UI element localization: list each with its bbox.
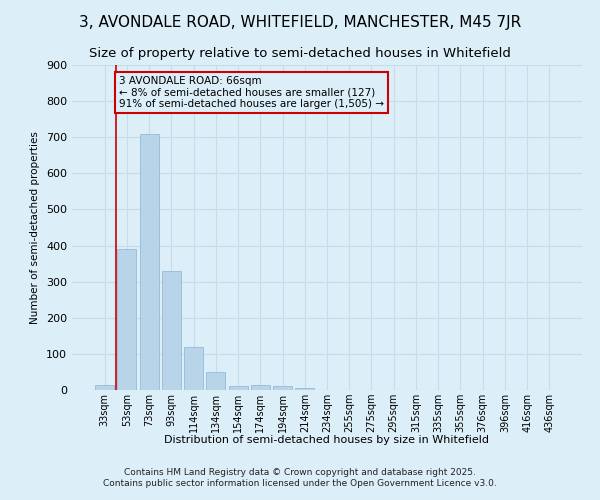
Bar [206,372,225,390]
Bar [273,386,292,390]
Text: Size of property relative to semi-detached houses in Whitefield: Size of property relative to semi-detach… [89,48,511,60]
Text: 3 AVONDALE ROAD: 66sqm
← 8% of semi-detached houses are smaller (127)
91% of sem: 3 AVONDALE ROAD: 66sqm ← 8% of semi-deta… [119,76,384,109]
Bar [251,384,270,390]
Text: 3, AVONDALE ROAD, WHITEFIELD, MANCHESTER, M45 7JR: 3, AVONDALE ROAD, WHITEFIELD, MANCHESTER… [79,15,521,30]
Bar [140,134,158,390]
Y-axis label: Number of semi-detached properties: Number of semi-detached properties [31,131,40,324]
Text: Contains HM Land Registry data © Crown copyright and database right 2025.
Contai: Contains HM Land Registry data © Crown c… [103,468,497,487]
X-axis label: Distribution of semi-detached houses by size in Whitefield: Distribution of semi-detached houses by … [164,435,490,445]
Bar [184,346,203,390]
Bar [162,271,181,390]
Bar [95,384,114,390]
Bar [295,388,314,390]
Bar [118,249,136,390]
Bar [229,386,248,390]
